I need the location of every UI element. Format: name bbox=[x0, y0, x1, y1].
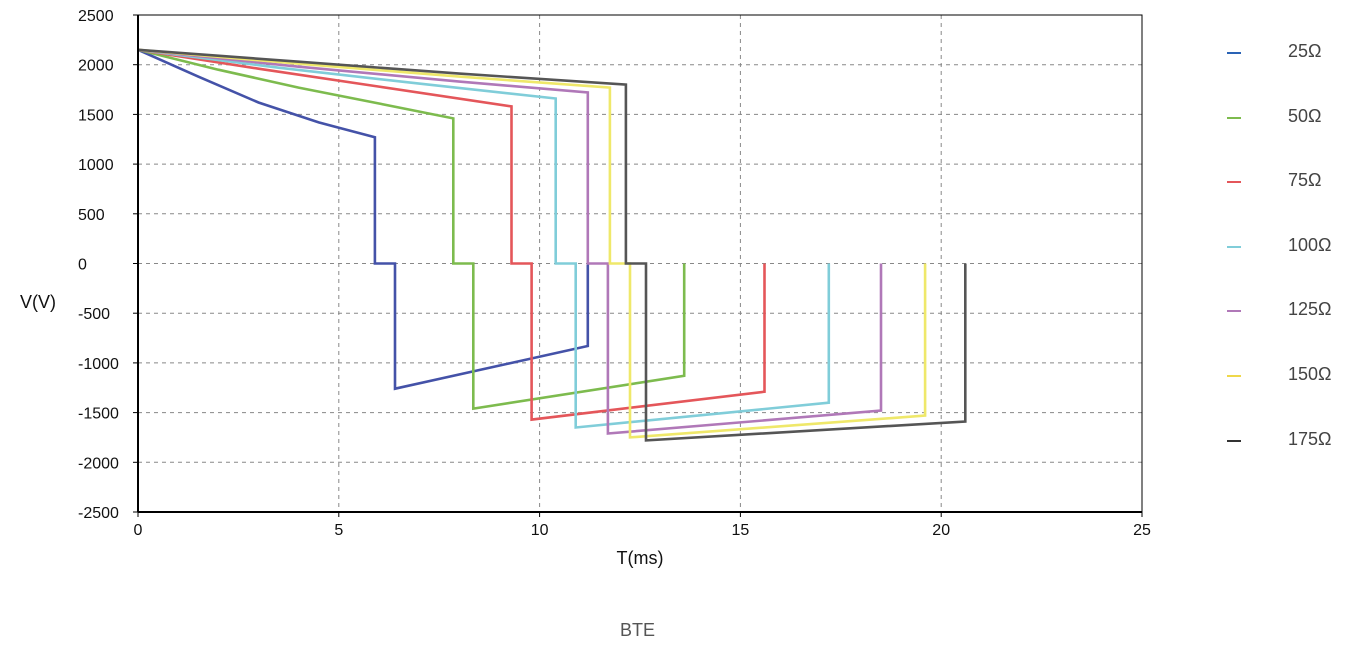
y-tick-label: 0 bbox=[78, 257, 87, 274]
y-tick-label: -2000 bbox=[78, 455, 119, 472]
legend-swatch bbox=[1227, 310, 1241, 313]
series-line-3 bbox=[137, 48, 831, 429]
legend-label: 25Ω bbox=[1288, 41, 1322, 61]
x-tick-label: 0 bbox=[134, 522, 143, 539]
y-tick-label: -1500 bbox=[78, 406, 119, 423]
series-layer bbox=[137, 48, 967, 442]
x-tick-label: 15 bbox=[732, 522, 750, 539]
y-tick-label: -500 bbox=[78, 306, 110, 323]
legend-item: 50Ω bbox=[1225, 103, 1353, 168]
series-line-6 bbox=[137, 48, 967, 442]
y-tick-label: 2500 bbox=[78, 8, 114, 25]
legend-swatch bbox=[1227, 116, 1241, 119]
y-axis-label: V(V) bbox=[20, 292, 56, 312]
series-line-1 bbox=[137, 48, 686, 411]
chart-caption: BTE bbox=[619, 620, 655, 640]
legend-swatch bbox=[1227, 181, 1241, 184]
legend-item: 100Ω bbox=[1225, 232, 1353, 297]
series-line-2 bbox=[137, 48, 766, 422]
x-tick-label: 20 bbox=[932, 522, 950, 539]
legend-label: 175Ω bbox=[1288, 428, 1332, 449]
y-tick-label: -1000 bbox=[78, 356, 119, 373]
series-line-4 bbox=[137, 48, 883, 435]
legend-label: 50Ω bbox=[1288, 105, 1322, 126]
legend-item: 175Ω bbox=[1225, 426, 1353, 491]
y-tick-label: -2500 bbox=[78, 505, 119, 522]
y-tick-label: 500 bbox=[78, 207, 105, 224]
legend-label: 100Ω bbox=[1288, 234, 1332, 255]
legend-label: 125Ω bbox=[1288, 299, 1332, 320]
legend: 25Ω 50Ω 75Ω 100Ω 125Ω 150Ω 175Ω bbox=[1225, 38, 1353, 490]
legend-item: 125Ω bbox=[1225, 296, 1353, 361]
x-tick-label: 25 bbox=[1133, 522, 1151, 539]
legend-swatch bbox=[1227, 52, 1241, 54]
y-tick-label: 2000 bbox=[78, 58, 114, 75]
x-axis-label: T(ms) bbox=[617, 548, 664, 568]
legend-item: 75Ω bbox=[1225, 167, 1353, 232]
legend-label: 150Ω bbox=[1288, 363, 1332, 384]
legend-label: 75Ω bbox=[1288, 170, 1322, 191]
ticks: 0 5 10 15 20 25 -2500 -2000 -1500 -1000 -500 0 500 10… bbox=[78, 8, 1151, 539]
legend-item: 150Ω bbox=[1225, 361, 1353, 426]
legend-swatch bbox=[1227, 374, 1241, 377]
y-tick-label: 1500 bbox=[78, 107, 114, 124]
legend-swatch bbox=[1227, 245, 1241, 248]
series-line-0 bbox=[137, 48, 590, 391]
x-tick-label: 10 bbox=[531, 522, 549, 539]
legend-swatch bbox=[1227, 439, 1241, 442]
legend-item: 25Ω bbox=[1225, 38, 1353, 103]
series-line-5 bbox=[137, 48, 927, 439]
x-tick-label: 5 bbox=[334, 522, 343, 539]
y-tick-label: 1000 bbox=[78, 157, 114, 174]
